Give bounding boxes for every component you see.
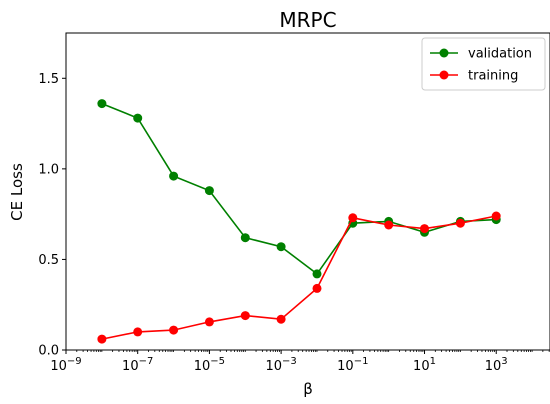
x-tick-label: 10−5 <box>194 356 225 374</box>
data-point-training <box>420 224 429 234</box>
x-axis-label: β <box>303 380 313 398</box>
x-tick-label: 101 <box>413 356 436 374</box>
y-tick-label: 0.5 <box>38 253 59 268</box>
data-point-validation <box>312 269 322 279</box>
x-tick-label: 10−3 <box>265 356 296 374</box>
x-tick-label-exponent: 3 <box>501 356 507 367</box>
x-tick-label-base: 10 <box>50 359 67 374</box>
plot-area <box>97 99 501 344</box>
x-tick-label: 103 <box>485 356 508 374</box>
x-tick-label-base: 10 <box>337 359 354 374</box>
x-tick-label: 10−7 <box>122 356 153 374</box>
x-tick-label: 10−9 <box>50 356 81 374</box>
legend-box <box>421 37 546 91</box>
data-point-validation <box>169 171 179 181</box>
x-tick-label-exponent: −1 <box>354 356 369 367</box>
x-tick-label-exponent: −3 <box>282 356 297 367</box>
legend-marker-validation <box>439 48 449 58</box>
x-tick-label-base: 10 <box>265 359 282 374</box>
data-point-training <box>455 218 465 228</box>
data-point-training <box>204 317 214 327</box>
data-point-training <box>384 220 394 230</box>
x-tick-label-base: 10 <box>122 359 139 374</box>
axes: 0.00.51.01.510−9 10−7 10−5 10−3 10−1 101 103 <box>38 32 550 374</box>
x-tick-label-base: 10 <box>194 359 211 374</box>
data-point-training <box>169 325 179 335</box>
data-point-training <box>348 213 358 223</box>
legend-label: validation <box>468 47 532 62</box>
series-line-validation <box>101 102 497 276</box>
legend-label: training <box>468 69 518 84</box>
series-line-training <box>101 215 497 340</box>
y-tick-label: 1.5 <box>38 72 59 87</box>
x-tick-label-exponent: −7 <box>139 356 154 367</box>
x-tick-label-base: 10 <box>413 359 430 374</box>
data-point-training <box>276 314 286 324</box>
data-point-validation <box>276 242 286 252</box>
axes-frame <box>65 32 550 351</box>
legend: validation training <box>421 37 546 91</box>
y-tick-label: 1.0 <box>38 162 59 177</box>
data-point-validation <box>97 99 107 109</box>
data-point-training <box>97 334 107 344</box>
data-point-training <box>491 211 501 221</box>
x-tick-label-exponent: 1 <box>430 356 436 367</box>
x-tick-label-base: 10 <box>485 359 502 374</box>
x-tick-label-exponent: −9 <box>67 356 82 367</box>
y-tick-label: 0.0 <box>38 344 59 359</box>
legend-marker-training <box>439 70 449 80</box>
data-point-training <box>312 283 322 293</box>
x-tick-label-exponent: −5 <box>210 356 225 367</box>
data-point-training <box>240 311 250 321</box>
data-point-validation <box>133 113 143 123</box>
data-point-training <box>133 327 143 337</box>
data-point-validation <box>204 186 214 196</box>
y-axis-label: CE Loss <box>8 163 26 221</box>
x-tick-label: 10−1 <box>337 356 368 374</box>
chart-title: MRPC <box>279 8 336 32</box>
data-point-validation <box>240 233 250 243</box>
